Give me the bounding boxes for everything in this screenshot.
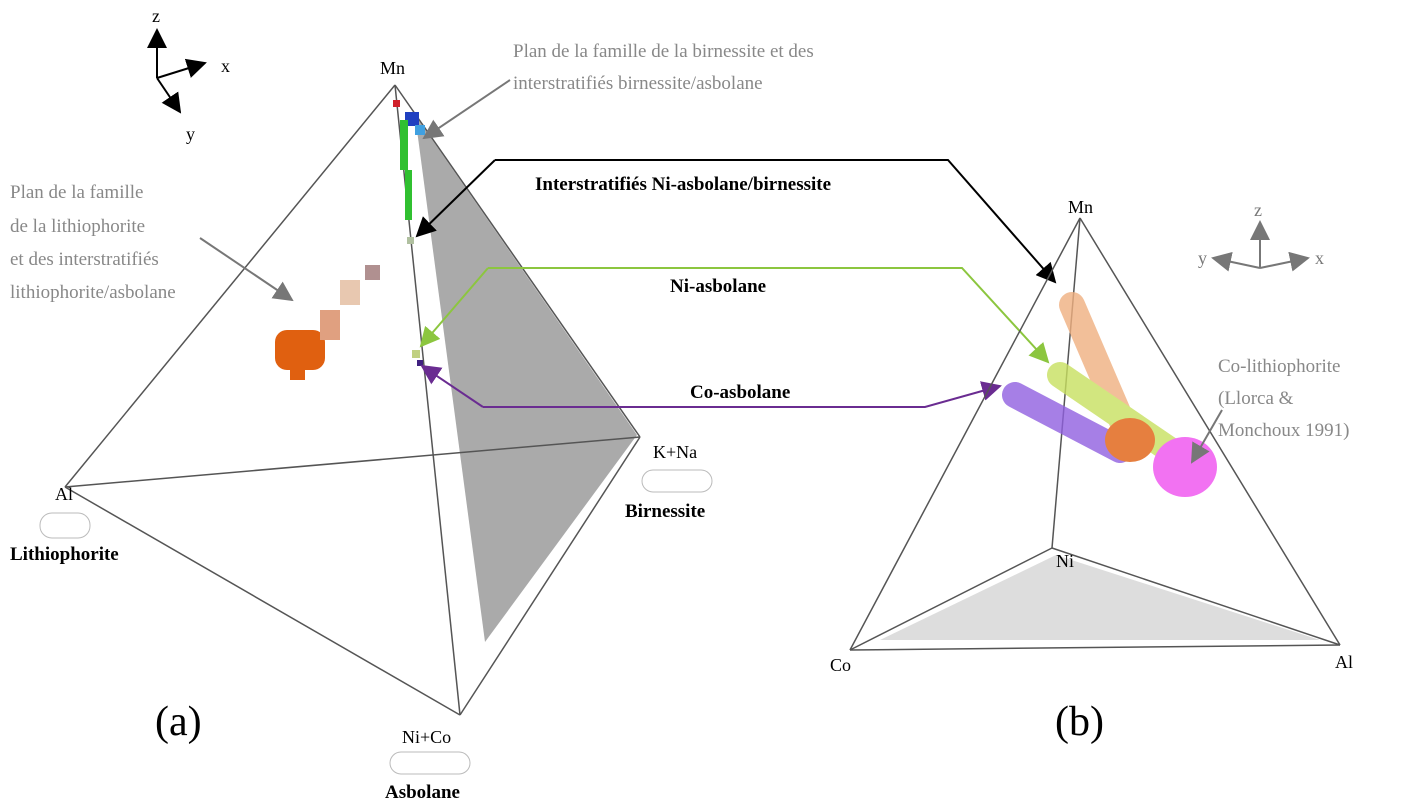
edge bbox=[849, 644, 1341, 651]
birnessite-plane bbox=[415, 115, 637, 642]
note-arrow bbox=[1191, 409, 1223, 464]
vertex-label: Co bbox=[830, 655, 851, 675]
point-cluster bbox=[340, 280, 360, 305]
panel-label: (a) bbox=[155, 699, 202, 745]
edge bbox=[849, 217, 1081, 651]
link-arrow bbox=[495, 159, 1057, 284]
mineral-label: Lithiophorite bbox=[10, 544, 119, 565]
label-box bbox=[389, 751, 471, 775]
vertex-label: K+Na bbox=[653, 442, 697, 462]
edge bbox=[394, 84, 641, 438]
mineral-label: Asbolane bbox=[385, 782, 460, 803]
trend-tubes bbox=[1002, 292, 1217, 497]
note-arrow bbox=[422, 79, 511, 140]
axis-label: x bbox=[221, 56, 230, 76]
vertex-label: Mn bbox=[380, 58, 405, 78]
edge bbox=[64, 486, 461, 716]
point-cluster bbox=[400, 120, 408, 170]
link-label: Ni-asbolane bbox=[670, 276, 766, 297]
note: de la lithiophorite bbox=[10, 216, 145, 237]
axes-a bbox=[147, 28, 207, 114]
vertex-label: Al bbox=[1335, 652, 1353, 672]
point-cluster bbox=[275, 330, 325, 370]
panel-label: (b) bbox=[1055, 699, 1104, 745]
axis-label: y bbox=[1198, 248, 1207, 268]
cluster bbox=[1105, 418, 1155, 462]
axis-label: y bbox=[186, 124, 195, 144]
edge bbox=[459, 436, 641, 716]
label-box bbox=[39, 512, 91, 539]
axis bbox=[156, 77, 182, 114]
tetrahedron-a bbox=[64, 84, 641, 716]
point-cluster bbox=[405, 170, 412, 220]
vertex-label: Mn bbox=[1068, 197, 1093, 217]
point bbox=[393, 100, 400, 107]
axis-label: x bbox=[1315, 248, 1324, 268]
point bbox=[417, 360, 423, 366]
panel-b: z x y Mn Ni Co Al Co-lithiophorite (Llor… bbox=[830, 197, 1353, 745]
panel-a: z x y Mn Al K+Na Ni+Co Lithiophorite Bir… bbox=[10, 6, 814, 803]
tube bbox=[1002, 382, 1133, 463]
edge bbox=[849, 547, 1053, 651]
link-arrow bbox=[420, 364, 484, 408]
axis-label: z bbox=[1254, 200, 1262, 220]
note: Plan de la famille de la birnessite et d… bbox=[513, 41, 814, 62]
mineral-label: Birnessite bbox=[625, 501, 705, 522]
edge bbox=[64, 436, 641, 488]
note: Co-lithiophorite bbox=[1218, 356, 1340, 377]
point bbox=[415, 125, 425, 135]
axes-b bbox=[1211, 220, 1310, 272]
note: Monchoux 1991) bbox=[1218, 420, 1349, 441]
point bbox=[290, 365, 305, 380]
note: (Llorca & bbox=[1218, 388, 1294, 409]
vertex-label: Al bbox=[55, 484, 73, 504]
axis bbox=[1259, 251, 1310, 272]
link-arrow bbox=[483, 381, 1002, 408]
note: Plan de la famille bbox=[10, 182, 143, 203]
point bbox=[405, 112, 419, 126]
tube-end bbox=[1153, 437, 1217, 497]
vertex-label: Ni+Co bbox=[402, 727, 451, 747]
link-label: Interstratifiés Ni-asbolane/birnessite bbox=[535, 174, 831, 195]
axis bbox=[1211, 251, 1261, 272]
note: et des interstratifiés bbox=[10, 249, 159, 270]
edge bbox=[1051, 547, 1341, 646]
base-plane bbox=[880, 555, 1320, 640]
vertex-label: Ni bbox=[1056, 551, 1074, 571]
axis bbox=[156, 58, 207, 79]
points-a bbox=[275, 100, 425, 380]
point-cluster bbox=[320, 310, 340, 340]
point-cluster bbox=[365, 265, 380, 280]
note-arrow bbox=[199, 237, 294, 302]
edge bbox=[64, 84, 396, 488]
link-label: Co-asbolane bbox=[690, 382, 790, 403]
label-box bbox=[641, 469, 713, 493]
point bbox=[412, 350, 420, 358]
link-arrow bbox=[419, 267, 489, 348]
note: interstratifiés birnessite/asbolane bbox=[513, 73, 763, 94]
note: lithiophorite/asbolane bbox=[10, 282, 176, 303]
point bbox=[407, 237, 414, 244]
axis-label: z bbox=[152, 6, 160, 26]
link-arrow bbox=[415, 159, 496, 238]
